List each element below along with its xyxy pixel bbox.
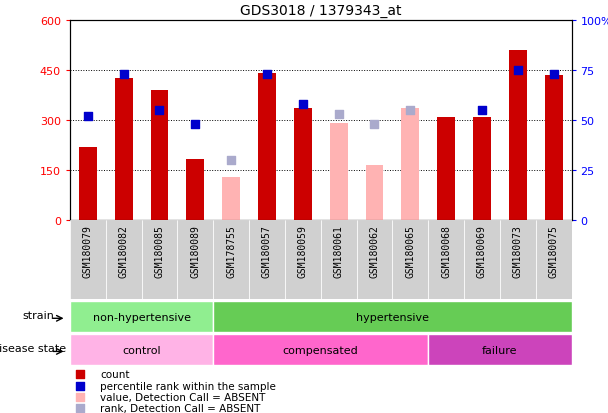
Text: GSM180065: GSM180065 <box>406 225 415 278</box>
Point <box>75 371 85 377</box>
Bar <box>330 124 348 221</box>
Bar <box>428 21 464 221</box>
Text: GSM180057: GSM180057 <box>262 225 272 278</box>
Bar <box>178 221 213 299</box>
Bar <box>187 159 204 221</box>
Text: percentile rank within the sample: percentile rank within the sample <box>100 381 276 391</box>
Bar <box>365 166 384 221</box>
Point <box>549 71 559 78</box>
Bar <box>285 21 320 221</box>
Point <box>75 405 85 412</box>
Point <box>119 71 128 78</box>
Point <box>406 107 415 114</box>
Bar <box>213 221 249 299</box>
Text: GSM180075: GSM180075 <box>548 225 559 278</box>
Bar <box>464 21 500 221</box>
Text: GSM178755: GSM178755 <box>226 225 236 278</box>
Text: GSM180079: GSM180079 <box>83 225 93 278</box>
Bar <box>392 21 428 221</box>
Bar <box>106 21 142 221</box>
Point <box>334 112 344 118</box>
Text: strain: strain <box>22 311 54 320</box>
Bar <box>142 221 178 299</box>
Bar <box>79 147 97 221</box>
Bar <box>178 21 213 221</box>
Text: disease state: disease state <box>0 344 66 354</box>
Text: GSM180068: GSM180068 <box>441 225 451 278</box>
Text: GSM180073: GSM180073 <box>513 225 523 278</box>
Bar <box>356 221 392 299</box>
Bar <box>258 74 276 221</box>
Bar <box>428 335 572 366</box>
Point <box>262 71 272 78</box>
Title: GDS3018 / 1379343_at: GDS3018 / 1379343_at <box>240 4 401 18</box>
Point <box>513 67 523 74</box>
Bar <box>321 221 356 299</box>
Text: control: control <box>122 345 161 355</box>
Bar <box>249 221 285 299</box>
Bar <box>320 21 356 221</box>
Bar <box>545 76 562 221</box>
Bar <box>213 21 249 221</box>
Bar <box>213 301 572 332</box>
Point <box>75 382 85 389</box>
Point <box>298 102 308 108</box>
Text: GSM180059: GSM180059 <box>298 225 308 278</box>
Text: GSM180061: GSM180061 <box>334 225 344 278</box>
Bar <box>464 221 500 299</box>
Bar <box>428 221 464 299</box>
Text: GSM180062: GSM180062 <box>370 225 379 278</box>
Bar <box>536 221 572 299</box>
Bar <box>213 335 428 366</box>
Bar <box>142 21 178 221</box>
Bar <box>151 91 168 221</box>
Text: failure: failure <box>482 345 517 355</box>
Bar <box>222 178 240 221</box>
Bar <box>437 117 455 221</box>
Text: count: count <box>100 369 130 380</box>
Text: compensated: compensated <box>283 345 359 355</box>
Bar <box>115 79 133 221</box>
Bar <box>536 21 572 221</box>
Text: GSM180069: GSM180069 <box>477 225 487 278</box>
Bar <box>509 51 527 221</box>
Text: GSM180082: GSM180082 <box>119 225 129 278</box>
Text: rank, Detection Call = ABSENT: rank, Detection Call = ABSENT <box>100 404 260 413</box>
Point <box>154 107 164 114</box>
Bar <box>249 21 285 221</box>
Point <box>370 121 379 128</box>
Bar <box>70 21 106 221</box>
Point <box>83 114 92 120</box>
Text: GSM180085: GSM180085 <box>154 225 165 278</box>
Text: non-hypertensive: non-hypertensive <box>92 312 190 322</box>
Point <box>477 107 487 114</box>
Bar <box>500 21 536 221</box>
Text: GSM180089: GSM180089 <box>190 225 200 278</box>
Point <box>226 157 236 164</box>
Bar <box>294 109 312 221</box>
Bar <box>70 335 213 366</box>
Bar <box>106 221 142 299</box>
Text: hypertensive: hypertensive <box>356 312 429 322</box>
Bar <box>401 109 420 221</box>
Bar <box>70 301 213 332</box>
Bar <box>392 221 428 299</box>
Bar <box>285 221 321 299</box>
Point <box>75 394 85 401</box>
Bar <box>70 221 106 299</box>
Point <box>190 121 200 128</box>
Bar <box>356 21 392 221</box>
Bar <box>500 221 536 299</box>
Bar <box>473 117 491 221</box>
Text: value, Detection Call = ABSENT: value, Detection Call = ABSENT <box>100 392 265 402</box>
